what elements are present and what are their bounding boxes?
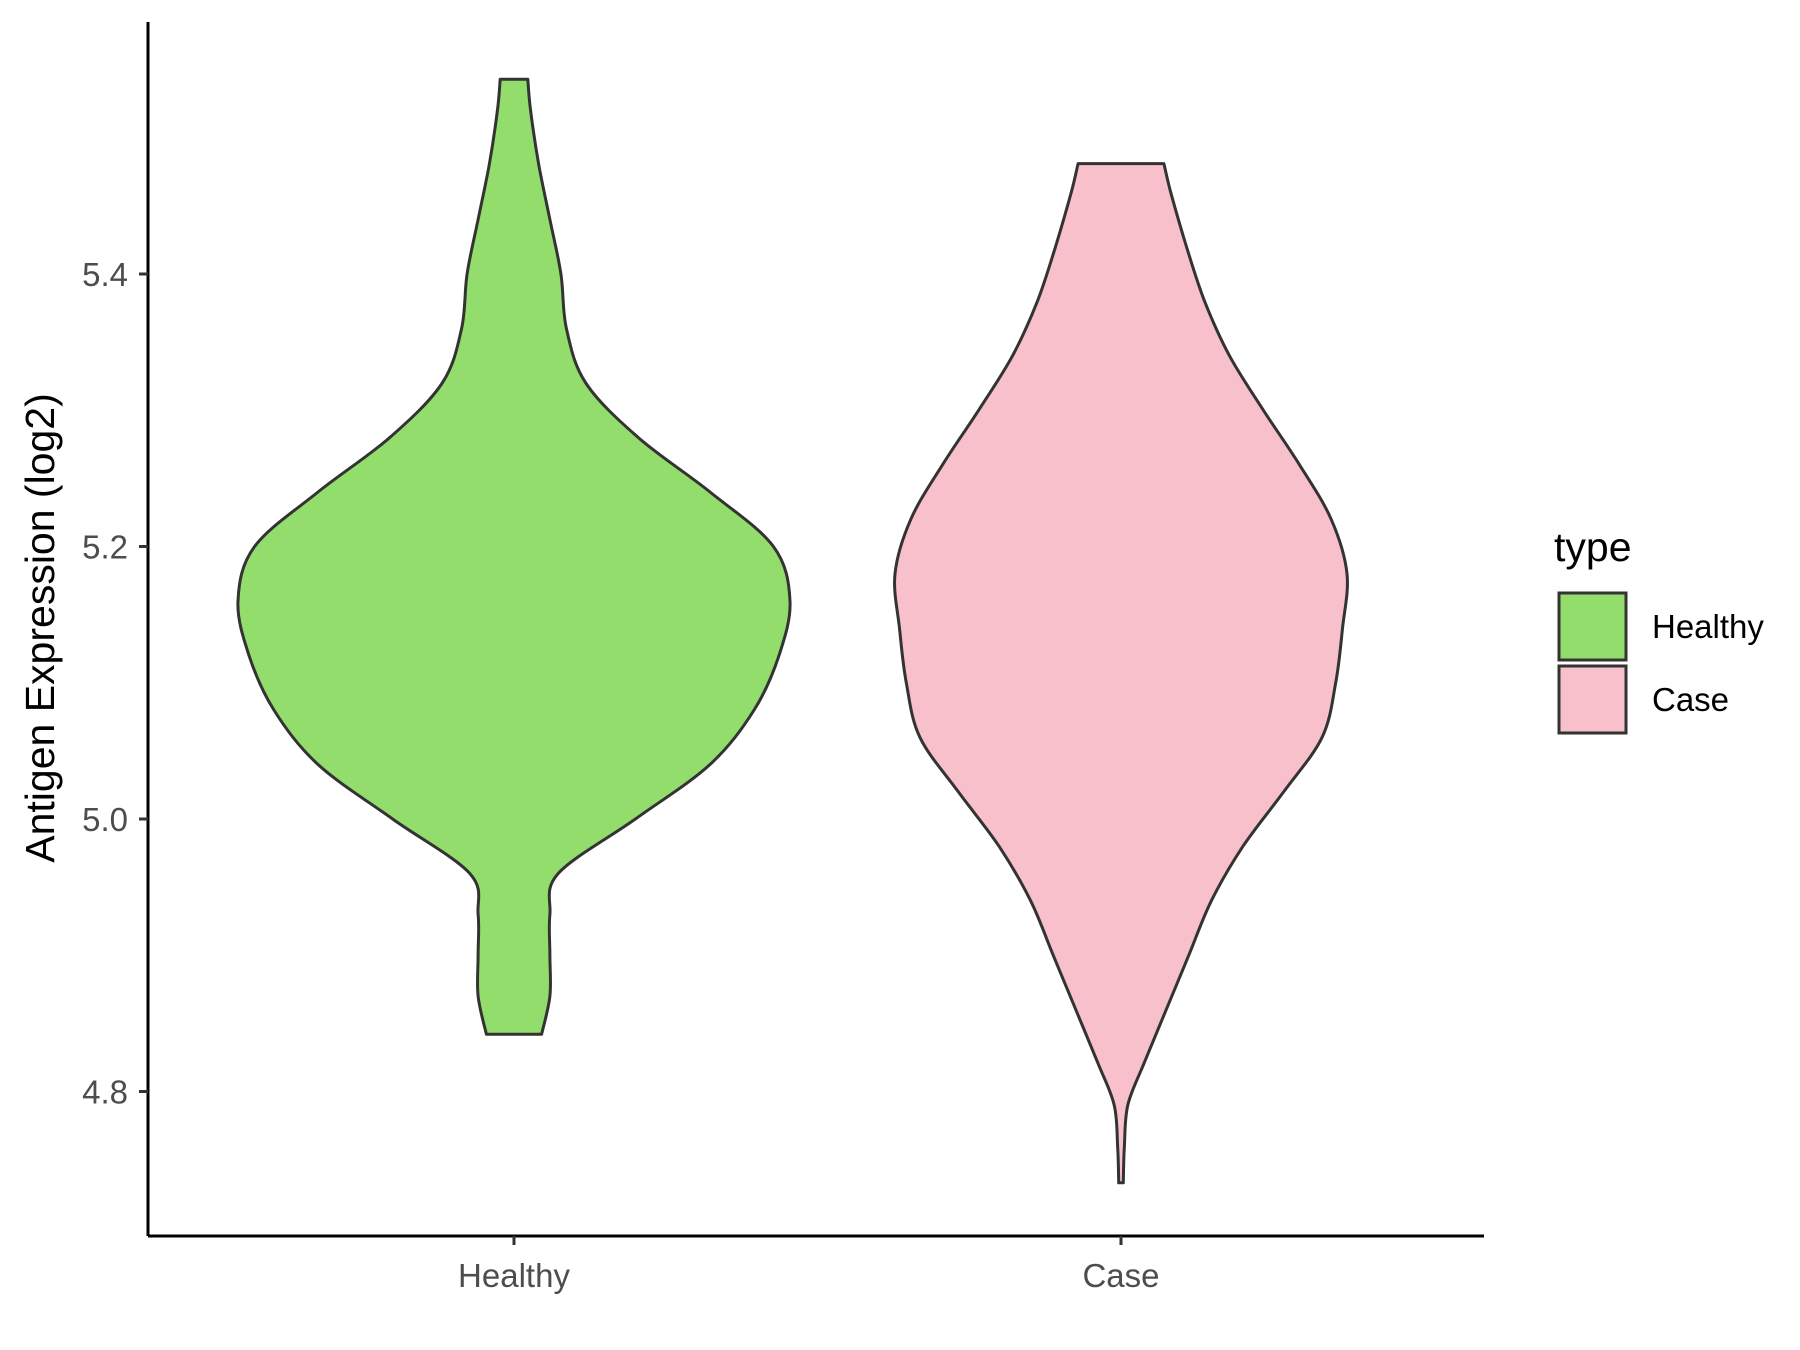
x-tick-label: Healthy bbox=[458, 1257, 570, 1294]
x-ticks: Healthy Case bbox=[458, 1236, 1160, 1294]
violin-layer bbox=[236, 77, 1349, 1185]
legend-label-case: Case bbox=[1652, 681, 1729, 718]
legend-items: Healthy Case bbox=[1557, 591, 1764, 735]
legend-label-healthy: Healthy bbox=[1652, 608, 1764, 645]
y-tick-label: 5.4 bbox=[82, 256, 128, 293]
violin-healthy bbox=[236, 77, 792, 1036]
y-tick-label: 5.0 bbox=[82, 801, 128, 838]
violin-case bbox=[893, 162, 1349, 1185]
legend-title: type bbox=[1554, 524, 1632, 570]
y-tick-label: 5.2 bbox=[82, 529, 128, 566]
y-ticks: 4.8 5.0 5.2 5.4 bbox=[82, 256, 148, 1111]
legend-key-healthy bbox=[1557, 591, 1628, 662]
y-tick-label: 4.8 bbox=[82, 1074, 128, 1111]
x-tick-label: Case bbox=[1082, 1257, 1159, 1294]
legend-key-case bbox=[1557, 664, 1628, 735]
y-axis-title: Antigen Expression (log2) bbox=[17, 393, 63, 862]
axes bbox=[146, 22, 1484, 1238]
legend: type Healthy Case bbox=[1554, 524, 1764, 735]
